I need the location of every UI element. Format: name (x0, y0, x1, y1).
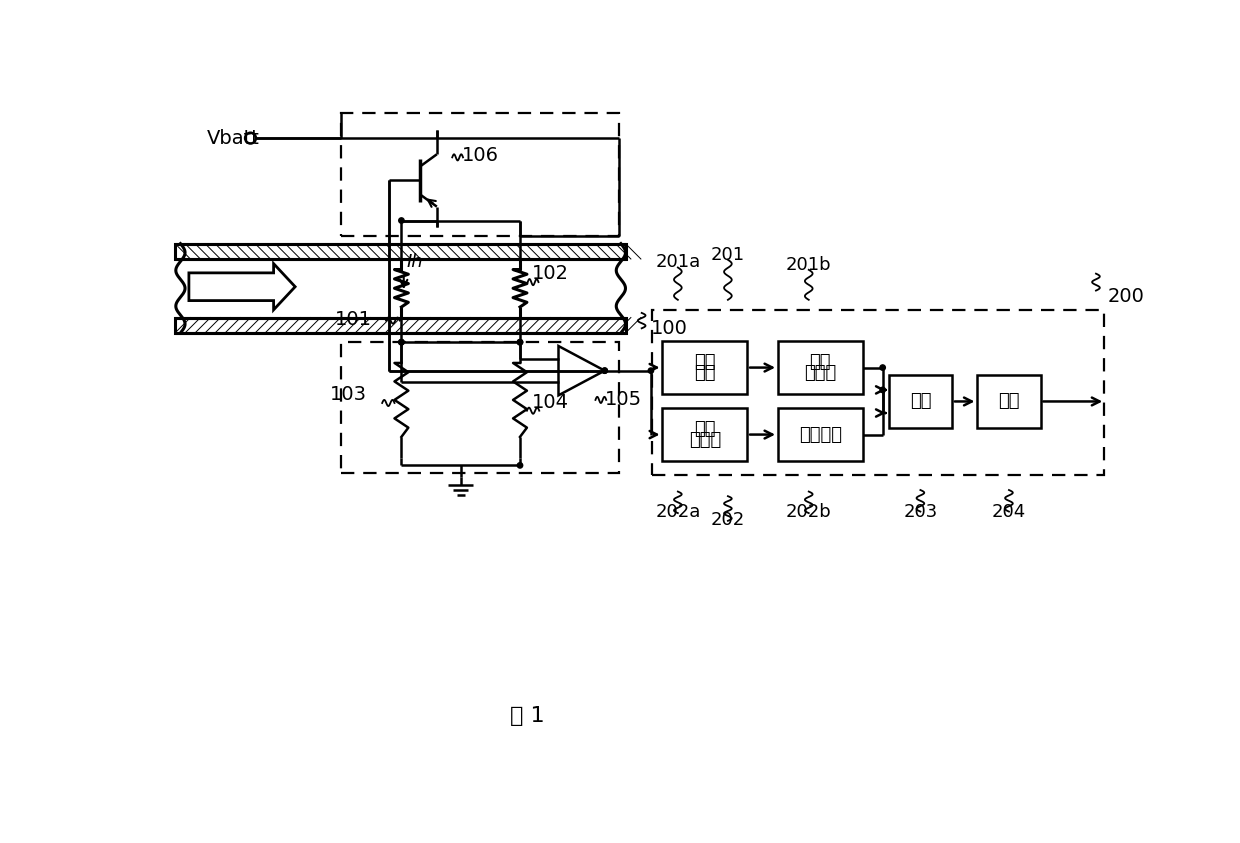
Text: 平均値: 平均値 (688, 432, 720, 449)
Bar (777, 408, 863, 461)
Text: 102: 102 (532, 264, 569, 283)
Circle shape (880, 365, 885, 370)
Text: 106: 106 (463, 146, 500, 165)
Circle shape (880, 387, 885, 393)
Text: 101: 101 (335, 310, 372, 330)
Circle shape (399, 340, 404, 345)
Text: 202b: 202b (786, 503, 832, 521)
Bar (652, 310, 1104, 475)
Bar (341, 342, 619, 473)
Bar (889, 375, 952, 427)
Bar (175, 318, 626, 333)
Circle shape (601, 368, 608, 373)
Text: 201: 201 (711, 246, 745, 264)
Circle shape (649, 368, 653, 373)
Bar (977, 375, 1040, 427)
Text: 流量: 流量 (694, 353, 715, 371)
Circle shape (399, 340, 404, 345)
Text: 201a: 201a (655, 254, 701, 271)
Text: 204: 204 (992, 503, 1025, 521)
Text: 图 1: 图 1 (511, 706, 546, 726)
Bar (662, 341, 748, 394)
Circle shape (517, 340, 523, 345)
Text: 202a: 202a (655, 503, 701, 521)
Text: 105: 105 (605, 390, 642, 410)
Text: 差値: 差値 (910, 393, 931, 411)
Text: 104: 104 (532, 393, 569, 411)
Text: 平均値: 平均値 (805, 364, 837, 383)
Text: 100: 100 (651, 319, 688, 339)
Text: 校正: 校正 (998, 393, 1019, 411)
Bar (341, 113, 619, 236)
Circle shape (517, 463, 523, 468)
Text: 203: 203 (903, 503, 937, 521)
Text: 变换: 变换 (694, 364, 715, 383)
Text: 103: 103 (330, 385, 367, 404)
Text: 电压: 电压 (694, 420, 715, 438)
Text: 流量变换: 流量变换 (799, 426, 842, 443)
Bar (175, 244, 626, 259)
Text: 202: 202 (711, 511, 745, 529)
Circle shape (399, 217, 404, 223)
Circle shape (601, 368, 608, 373)
Bar (662, 408, 748, 461)
Text: Ih: Ih (405, 254, 423, 271)
Text: 201b: 201b (786, 255, 832, 274)
Text: 流量: 流量 (810, 353, 831, 371)
Bar (777, 341, 863, 394)
Text: Vbatt: Vbatt (207, 129, 259, 148)
Circle shape (517, 340, 523, 345)
Text: 200: 200 (1107, 287, 1145, 306)
